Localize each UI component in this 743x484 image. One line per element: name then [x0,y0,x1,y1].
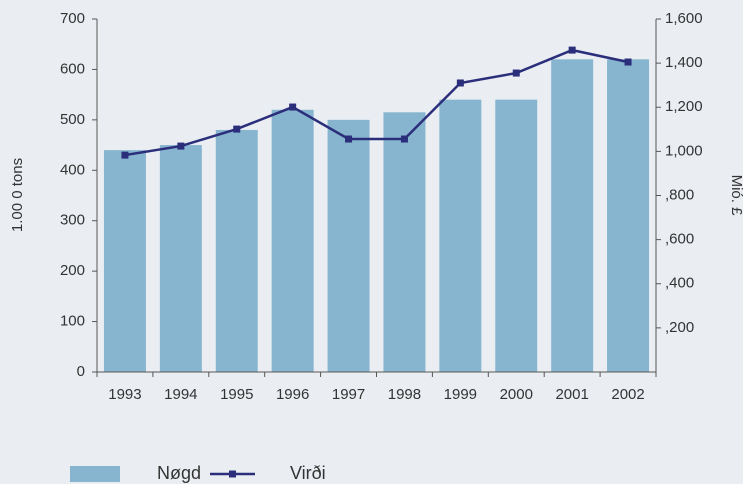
y-tick-label: 0 [77,363,85,380]
bar [607,59,650,372]
x-tick-label: 1996 [276,386,309,403]
x-tick-label: 2000 [500,386,533,403]
bar [159,145,202,372]
y2-tick-label: ,600 [665,231,694,248]
y2-tick-label: ,800 [665,186,694,203]
legend-label: Nøgd [157,463,201,483]
x-tick-label: 2001 [555,386,588,403]
y-tick-label: 400 [60,161,85,178]
y-tick-label: 300 [60,212,85,229]
line-marker [624,58,632,66]
x-tick-label: 1995 [220,386,253,403]
bar [215,129,258,372]
x-tick-label: 1999 [444,386,477,403]
y2-tick-label: 1,200 [665,98,703,115]
bar [383,112,426,373]
legend-label: Virði [290,463,326,483]
y-tick-label: 200 [60,262,85,279]
y-tick-label: 600 [60,60,85,77]
bar [327,119,370,372]
line-marker [400,135,408,143]
line-marker [177,142,185,150]
y-axis-label: 1.00 0 tons [9,158,26,232]
y2-tick-label: 1,600 [665,10,703,27]
legend-swatch [70,466,120,482]
y2-tick-label: 1,000 [665,142,703,159]
x-tick-label: 1994 [164,386,197,403]
y-tick-label: 700 [60,10,85,27]
line-marker [512,69,520,77]
line [124,48,629,157]
y-tick-label: 500 [60,111,85,128]
y2-tick-label: 1,400 [665,54,703,71]
y-tick-label: 100 [60,313,85,330]
y2-axis-label: Mió. £ [728,175,743,217]
bar [271,109,314,373]
x-tick-label: 1997 [332,386,365,403]
x-tick-label: 1993 [108,386,141,403]
x-tick-label: 2002 [611,386,644,403]
line-marker [456,79,464,87]
line-marker [121,151,129,159]
line-marker [568,46,576,54]
line-marker [345,135,353,143]
bar [495,99,538,372]
bar [103,150,146,372]
y2-tick-label: ,200 [665,319,694,336]
y2-tick-label: ,400 [665,275,694,292]
line-marker [289,103,297,111]
bar [439,99,482,372]
x-tick-label: 1998 [388,386,421,403]
bar [551,59,594,372]
legend-marker [229,470,236,478]
line-marker [233,125,241,133]
